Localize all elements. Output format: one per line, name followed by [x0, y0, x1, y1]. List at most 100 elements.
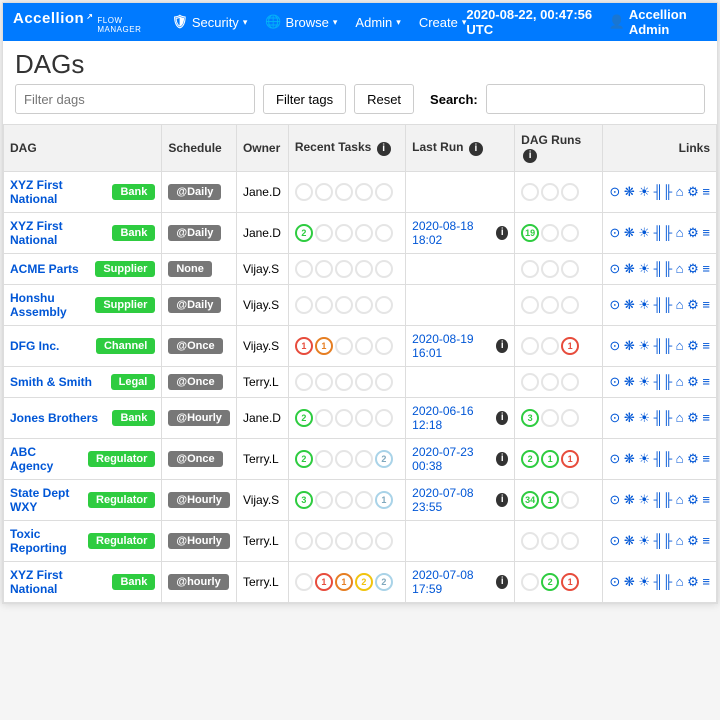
- info-icon[interactable]: i: [523, 149, 537, 163]
- schedule-badge[interactable]: @Daily: [168, 225, 221, 241]
- lastrun-link[interactable]: 2020-08-18 18:02 i: [412, 219, 508, 247]
- row-link-icons[interactable]: ⊙ ❋ ☀ ╢╟ ⌂ ⚙ ≡: [609, 374, 710, 390]
- status-circle[interactable]: 3: [521, 409, 539, 427]
- status-circle[interactable]: 2: [375, 450, 393, 468]
- status-circle[interactable]: 19: [521, 224, 539, 242]
- dag-link[interactable]: XYZ First National: [10, 178, 106, 206]
- status-circle[interactable]: 1: [315, 573, 333, 591]
- lastrun-link[interactable]: 2020-08-19 16:01 i: [412, 332, 508, 360]
- dag-link[interactable]: XYZ First National: [10, 568, 106, 596]
- dag-tag[interactable]: Channel: [96, 338, 155, 354]
- dag-tag[interactable]: Bank: [112, 184, 155, 200]
- dag-link[interactable]: ACME Parts: [10, 262, 79, 276]
- dag-link[interactable]: ABC Agency: [10, 445, 82, 473]
- row-link-icons[interactable]: ⊙ ❋ ☀ ╢╟ ⌂ ⚙ ≡: [609, 410, 710, 426]
- th-dag[interactable]: DAG: [4, 125, 162, 172]
- brand-logo[interactable]: Accellion↗ FLOW MANAGER: [13, 10, 141, 34]
- th-dagruns[interactable]: DAG Runs i: [515, 125, 603, 172]
- th-links[interactable]: Links: [603, 125, 717, 172]
- lastrun-link[interactable]: 2020-07-08 17:59 i: [412, 568, 508, 596]
- dag-link[interactable]: State Dept WXY: [10, 486, 82, 514]
- nav-item[interactable]: 🌐 Browse▾: [265, 14, 337, 30]
- info-icon[interactable]: i: [496, 411, 508, 425]
- dag-link[interactable]: Smith & Smith: [10, 375, 92, 389]
- row-link-icons[interactable]: ⊙ ❋ ☀ ╢╟ ⌂ ⚙ ≡: [609, 261, 710, 277]
- schedule-badge[interactable]: @Once: [168, 338, 222, 354]
- schedule-badge[interactable]: @Hourly: [168, 410, 230, 426]
- status-circle[interactable]: [355, 450, 373, 468]
- dag-link[interactable]: Honshu Assembly: [10, 291, 89, 319]
- status-circle[interactable]: 3: [295, 491, 313, 509]
- nav-item[interactable]: Admin▾: [355, 15, 400, 30]
- schedule-badge[interactable]: @Once: [168, 374, 222, 390]
- schedule-badge[interactable]: @hourly: [168, 574, 228, 590]
- filter-dags-input[interactable]: [15, 84, 255, 114]
- row-link-icons[interactable]: ⊙ ❋ ☀ ╢╟ ⌂ ⚙ ≡: [609, 297, 710, 313]
- info-icon[interactable]: i: [496, 575, 508, 589]
- status-circle[interactable]: 1: [295, 337, 313, 355]
- status-circle[interactable]: [295, 573, 313, 591]
- status-circle[interactable]: [541, 337, 559, 355]
- schedule-badge[interactable]: @Daily: [168, 184, 221, 200]
- dag-tag[interactable]: Bank: [112, 574, 155, 590]
- info-icon[interactable]: i: [496, 452, 508, 466]
- schedule-badge[interactable]: @Hourly: [168, 492, 230, 508]
- status-circle[interactable]: 2: [541, 573, 559, 591]
- status-circle[interactable]: 1: [561, 337, 579, 355]
- filter-tags-button[interactable]: Filter tags: [263, 84, 346, 114]
- th-owner[interactable]: Owner: [236, 125, 288, 172]
- dag-tag[interactable]: Bank: [112, 410, 155, 426]
- status-circle[interactable]: [335, 450, 353, 468]
- row-link-icons[interactable]: ⊙ ❋ ☀ ╢╟ ⌂ ⚙ ≡: [609, 574, 710, 590]
- info-icon[interactable]: i: [469, 142, 483, 156]
- info-icon[interactable]: i: [496, 226, 508, 240]
- info-icon[interactable]: i: [496, 493, 508, 507]
- dag-tag[interactable]: Regulator: [88, 492, 155, 508]
- nav-item[interactable]: 🛡 Security▾: [171, 14, 247, 30]
- th-recent[interactable]: Recent Tasks i: [288, 125, 405, 172]
- row-link-icons[interactable]: ⊙ ❋ ☀ ╢╟ ⌂ ⚙ ≡: [609, 338, 710, 354]
- dag-link[interactable]: Jones Brothers: [10, 411, 98, 425]
- schedule-badge[interactable]: @Daily: [168, 297, 221, 313]
- status-circle[interactable]: 1: [541, 450, 559, 468]
- status-circle[interactable]: [335, 491, 353, 509]
- dag-tag[interactable]: Regulator: [88, 533, 155, 549]
- status-circle[interactable]: 34: [521, 491, 539, 509]
- status-circle[interactable]: [355, 491, 373, 509]
- status-circle[interactable]: 1: [335, 573, 353, 591]
- nav-item[interactable]: Create▾: [419, 15, 467, 30]
- status-circle[interactable]: 1: [315, 337, 333, 355]
- schedule-badge[interactable]: @Once: [168, 451, 222, 467]
- row-link-icons[interactable]: ⊙ ❋ ☀ ╢╟ ⌂ ⚙ ≡: [609, 225, 710, 241]
- lastrun-link[interactable]: 2020-06-16 12:18 i: [412, 404, 508, 432]
- status-circle[interactable]: 1: [561, 573, 579, 591]
- info-icon[interactable]: i: [377, 142, 391, 156]
- th-schedule[interactable]: Schedule: [162, 125, 237, 172]
- status-circle[interactable]: 2: [375, 573, 393, 591]
- user-menu[interactable]: 👤 Accellion Admin: [609, 7, 707, 37]
- schedule-badge[interactable]: None: [168, 261, 212, 277]
- status-circle[interactable]: 1: [541, 491, 559, 509]
- dag-tag[interactable]: Legal: [111, 374, 156, 390]
- status-circle[interactable]: 2: [295, 224, 313, 242]
- search-input[interactable]: [486, 84, 705, 114]
- dag-link[interactable]: XYZ First National: [10, 219, 106, 247]
- status-circle[interactable]: [315, 491, 333, 509]
- status-circle[interactable]: [315, 450, 333, 468]
- info-icon[interactable]: i: [496, 339, 508, 353]
- lastrun-link[interactable]: 2020-07-08 23:55 i: [412, 486, 508, 514]
- row-link-icons[interactable]: ⊙ ❋ ☀ ╢╟ ⌂ ⚙ ≡: [609, 533, 710, 549]
- dag-tag[interactable]: Supplier: [95, 297, 155, 313]
- lastrun-link[interactable]: 2020-07-23 00:38 i: [412, 445, 508, 473]
- schedule-badge[interactable]: @Hourly: [168, 533, 230, 549]
- row-link-icons[interactable]: ⊙ ❋ ☀ ╢╟ ⌂ ⚙ ≡: [609, 184, 710, 200]
- status-circle[interactable]: 2: [295, 450, 313, 468]
- status-circle[interactable]: 2: [355, 573, 373, 591]
- dag-tag[interactable]: Bank: [112, 225, 155, 241]
- status-circle[interactable]: [521, 573, 539, 591]
- status-circle[interactable]: 1: [375, 491, 393, 509]
- reset-button[interactable]: Reset: [354, 84, 414, 114]
- dag-tag[interactable]: Regulator: [88, 451, 155, 467]
- dag-link[interactable]: Toxic Reporting: [10, 527, 82, 555]
- dag-link[interactable]: DFG Inc.: [10, 339, 59, 353]
